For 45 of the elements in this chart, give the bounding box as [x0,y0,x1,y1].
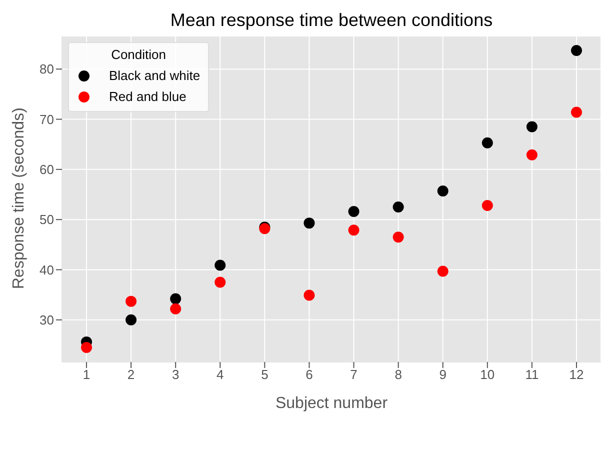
point [126,314,137,326]
y-tick-label: 40 [40,262,54,278]
x-tick-label: 5 [261,367,268,382]
point [526,121,538,132]
y-tick-label: 50 [40,212,54,228]
point [214,260,226,271]
x-tick-label: 2 [127,367,135,382]
legend-title: Condition [110,47,167,62]
x-tick-label: 8 [394,367,402,382]
x-tick-label: 7 [350,367,358,382]
point [437,266,448,277]
point [170,293,182,304]
point [392,232,404,243]
y-tick-label: 80 [40,62,54,77]
point [304,290,315,301]
chart-title: Mean response time between conditions [169,10,494,31]
x-tick-label: 9 [439,367,446,382]
point [392,202,404,213]
point [526,149,538,160]
x-tick-label: 3 [172,367,180,382]
point [170,303,182,314]
x-tick-label: 10 [480,367,495,382]
y-tick-label: 60 [40,162,54,178]
legend-label: Red and blue [109,89,186,104]
point [571,45,582,56]
point [437,185,448,196]
point [126,296,137,307]
point [571,106,582,118]
x-tick-label: 12 [569,367,584,382]
x-axis-title: Subject number [275,395,388,412]
x-tick-label: 11 [525,367,539,382]
point [348,206,360,218]
x-tick-label: 6 [306,367,313,382]
y-tick-label: 70 [40,112,54,127]
point [348,224,360,236]
x-tick-label: 4 [216,367,224,382]
legend-label: Black and white [109,68,200,83]
y-tick-label: 30 [40,312,54,328]
y-axis-title: Response time (seconds) [10,108,28,289]
point [214,276,226,288]
x-tick-label: 1 [82,367,90,382]
point [482,200,493,212]
point [81,342,92,353]
point [482,137,493,148]
point [304,218,315,229]
